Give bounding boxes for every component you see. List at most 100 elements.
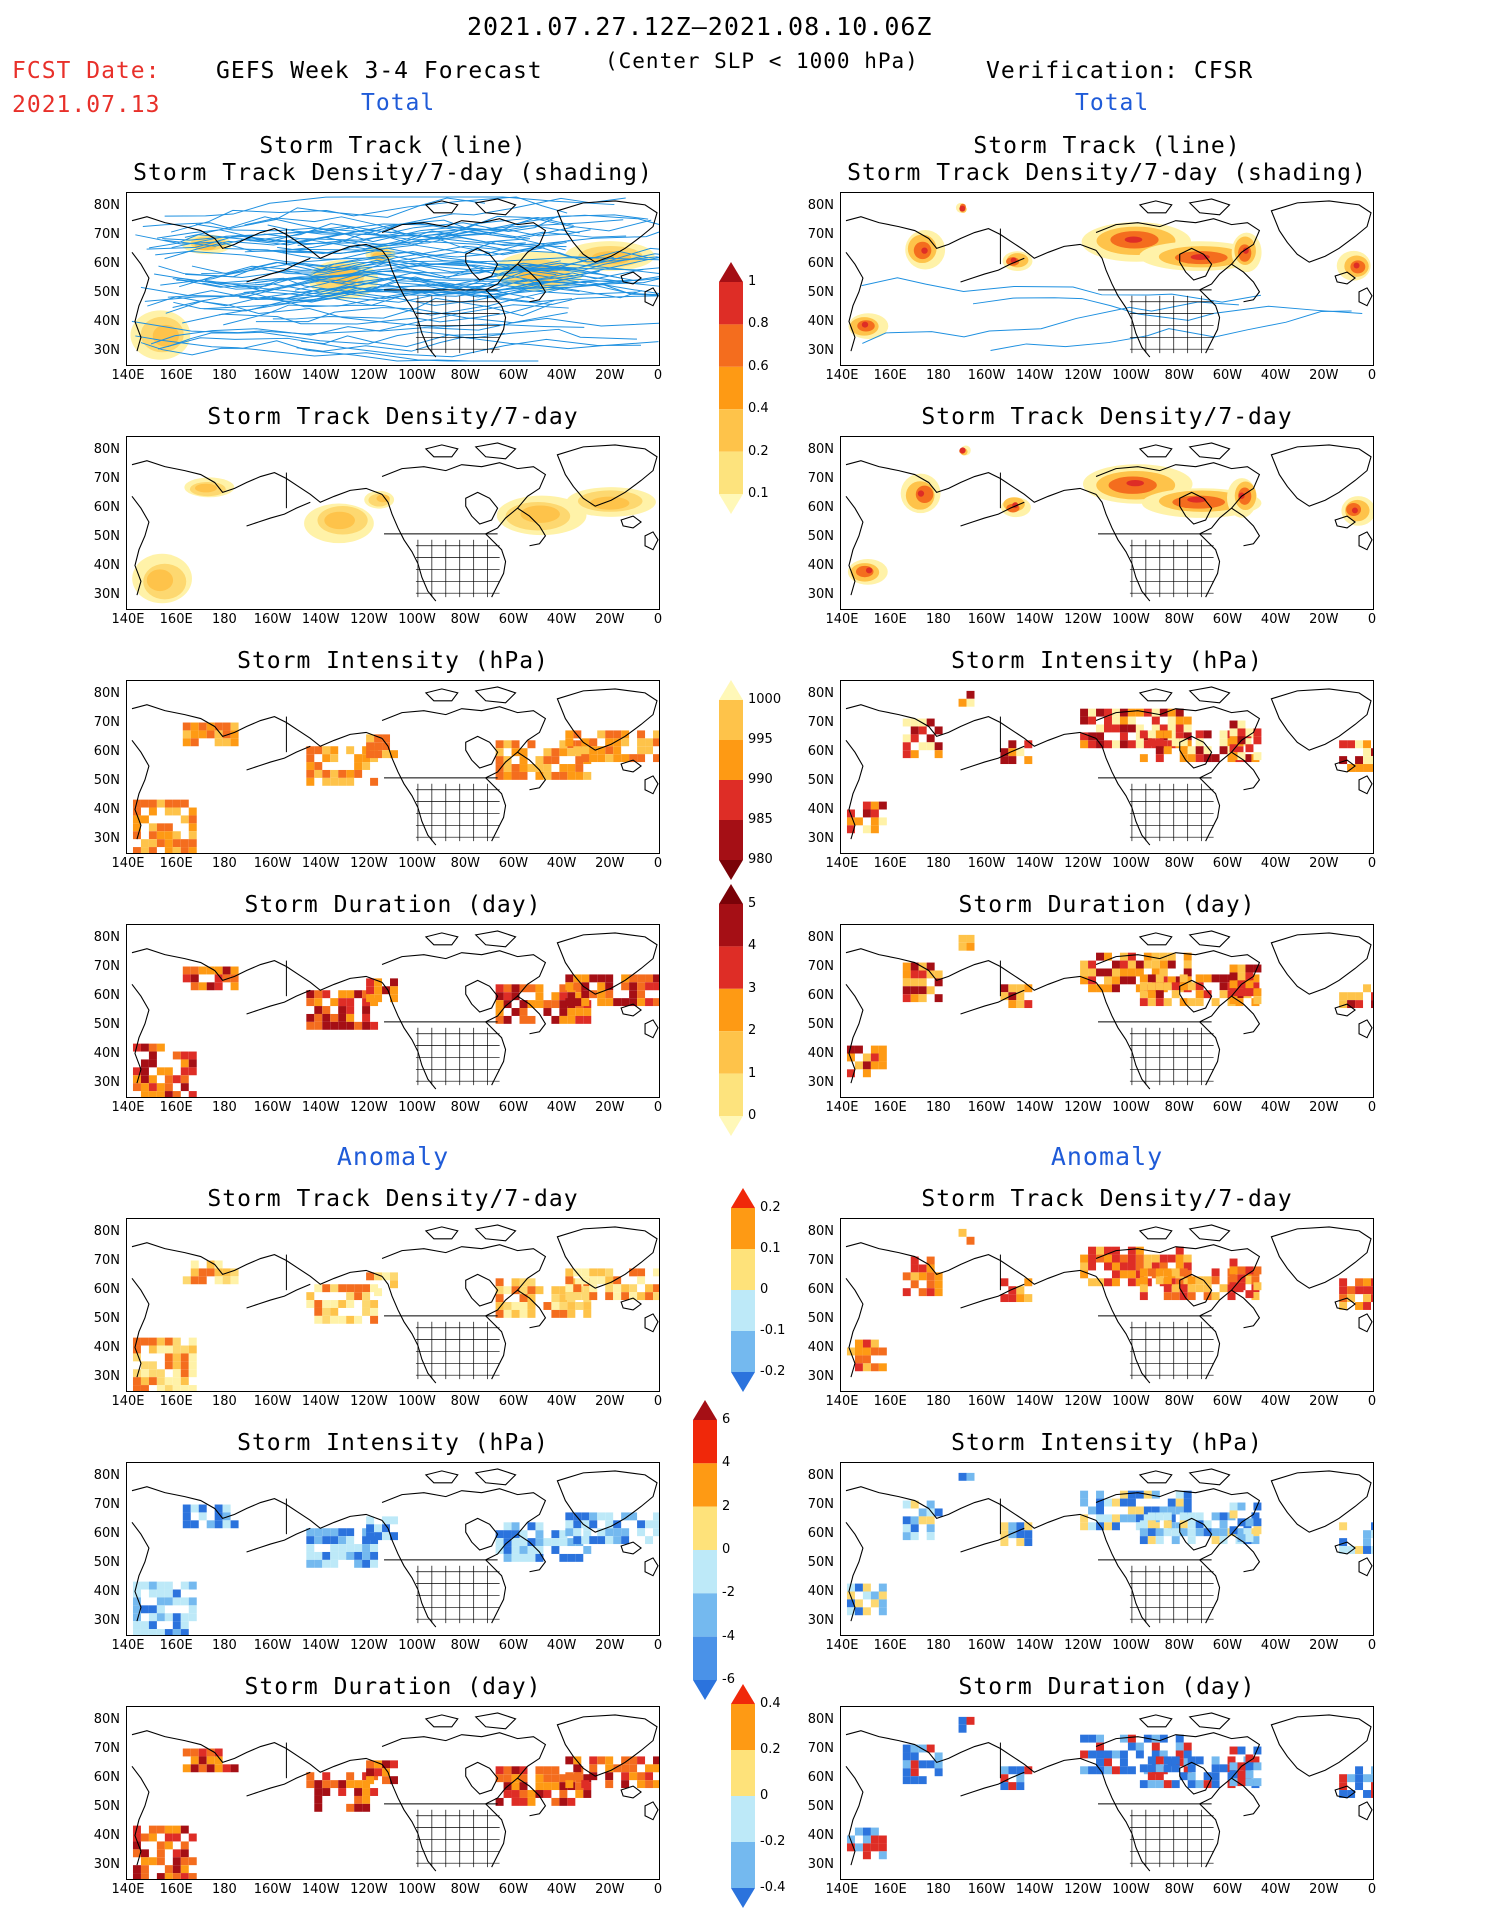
x-tick-label: 140W	[301, 1100, 340, 1115]
left-map-svg-intensity	[131, 686, 659, 853]
x-tick-label: 40W	[1260, 1100, 1291, 1115]
colorbar-label: 980	[748, 852, 773, 867]
left-map-svg-track	[130, 196, 659, 362]
fcst-date-value: 2021.07.13	[12, 92, 161, 118]
y-tick-label: 60N	[807, 1282, 834, 1297]
right-panel-6-title: Storm Intensity (hPa)	[951, 1430, 1263, 1456]
storm-track-lines	[131, 196, 659, 362]
y-tick-label: 80N	[93, 442, 120, 457]
x-tick-label: 160W	[967, 368, 1006, 383]
x-tick-label: 140E	[111, 368, 145, 383]
colorbar-swatch	[719, 262, 743, 282]
y-tick-label: 50N	[807, 529, 834, 544]
x-tick-label: 160E	[873, 1882, 907, 1897]
colorbar-swatch	[719, 324, 743, 367]
colorbar-swatch	[719, 494, 743, 514]
coastlines	[131, 1468, 659, 1628]
date-range-title: 2021.07.27.12Z–2021.08.10.06Z	[467, 12, 933, 41]
x-tick-label: 140E	[111, 1882, 145, 1897]
y-tick-label: 30N	[93, 1857, 120, 1872]
x-tick-label: 120W	[1064, 1882, 1102, 1897]
x-tick-label: 140W	[1015, 368, 1054, 383]
y-tick-label: 60N	[807, 744, 834, 759]
y-tick-label: 70N	[93, 959, 120, 974]
x-tick-label: 60W	[1212, 1394, 1243, 1409]
y-tick-label: 50N	[93, 1799, 120, 1814]
left-map-svg-anom_intensity	[131, 1468, 659, 1635]
left-panel-3-title: Storm Intensity (hPa)	[237, 648, 549, 674]
x-tick-label: 0	[653, 1882, 663, 1897]
right-panel-4-title: Storm Duration (day)	[958, 892, 1256, 918]
coastlines	[845, 442, 1373, 602]
colorbar-label: 4	[722, 1455, 731, 1471]
y-tick-label: 30N	[807, 1369, 834, 1384]
left-panel-1-title: Storm Track (line)	[259, 133, 527, 159]
colorbar-swatch	[719, 451, 743, 494]
x-tick-label: 180	[925, 856, 951, 871]
x-tick-label: 160W	[253, 1882, 292, 1897]
colorbar-swatch	[731, 1842, 755, 1888]
x-tick-label: 0	[1367, 856, 1377, 871]
y-tick-label: 40N	[807, 314, 834, 329]
x-tick-label: 120W	[1064, 1100, 1102, 1115]
colorbar-swatch	[719, 740, 743, 780]
x-tick-label: 160W	[253, 856, 292, 871]
shading-layer	[846, 934, 1373, 1078]
x-tick-label: 180	[211, 368, 237, 383]
colorbar-swatch	[719, 884, 743, 904]
colorbar-label: -6	[722, 1672, 735, 1687]
right-map-panel-intensity	[840, 680, 1374, 854]
x-tick-label: 0	[653, 1394, 663, 1409]
x-tick-label: 120W	[1064, 1394, 1102, 1409]
right-anomaly-heading: Anomaly	[1050, 1142, 1164, 1171]
y-tick-label: 70N	[807, 959, 834, 974]
x-tick-label: 40W	[1260, 368, 1291, 383]
x-tick-label: 0	[1367, 1882, 1377, 1897]
x-tick-label: 120W	[350, 1638, 388, 1653]
left-map-panel-intensity	[126, 680, 660, 854]
y-tick-label: 40N	[807, 1828, 834, 1843]
colorbar-swatch	[731, 1750, 755, 1796]
x-tick-label: 20W	[1309, 1638, 1339, 1653]
x-tick-label: 20W	[595, 1100, 625, 1115]
x-tick-label: 0	[653, 1100, 663, 1115]
left-panel-5-title: Storm Track Density/7-day	[207, 1186, 579, 1212]
colorbar-swatch	[731, 1331, 755, 1372]
x-tick-label: 0	[653, 612, 663, 627]
x-tick-label: 140W	[301, 612, 340, 627]
left-map-panel-anom_density	[126, 1218, 660, 1392]
colorbar-label: 2	[748, 1023, 757, 1039]
x-tick-label: 20W	[595, 1638, 625, 1653]
x-tick-label: 60W	[1212, 368, 1243, 383]
x-tick-label: 80W	[450, 612, 480, 627]
x-tick-label: 20W	[595, 1882, 625, 1897]
y-tick-label: 40N	[807, 802, 834, 817]
colorbar-intensity	[718, 680, 744, 880]
right-panel-3-title: Storm Intensity (hPa)	[951, 648, 1263, 674]
right-map-svg-intensity	[845, 686, 1373, 846]
x-tick-label: 80W	[450, 1100, 480, 1115]
left-header-title: GEFS Week 3-4 Forecast	[216, 58, 543, 84]
y-tick-label: 60N	[93, 256, 120, 271]
colorbar-label: 0.2	[748, 443, 769, 459]
y-tick-label: 60N	[807, 1770, 834, 1785]
y-tick-label: 60N	[93, 744, 120, 759]
coastlines	[131, 1224, 659, 1384]
coastlines	[845, 1224, 1373, 1384]
x-tick-label: 100W	[398, 368, 436, 383]
colorbar-label: 995	[748, 732, 773, 747]
storm-track-lines	[861, 277, 1363, 351]
coastlines	[845, 198, 1373, 358]
x-tick-label: 40W	[546, 1100, 577, 1115]
x-tick-label: 100W	[1112, 1394, 1150, 1409]
x-tick-label: 160E	[873, 856, 907, 871]
x-tick-label: 160W	[253, 612, 292, 627]
y-tick-label: 40N	[93, 1828, 120, 1843]
shading-layer	[132, 1748, 659, 1879]
colorbar-swatch	[719, 1116, 743, 1136]
x-tick-label: 80W	[450, 1882, 480, 1897]
x-tick-label: 140E	[825, 856, 859, 871]
x-tick-label: 100W	[1112, 1638, 1150, 1653]
right-panel-7-title: Storm Duration (day)	[958, 1674, 1256, 1700]
colorbar-swatch	[719, 860, 743, 880]
